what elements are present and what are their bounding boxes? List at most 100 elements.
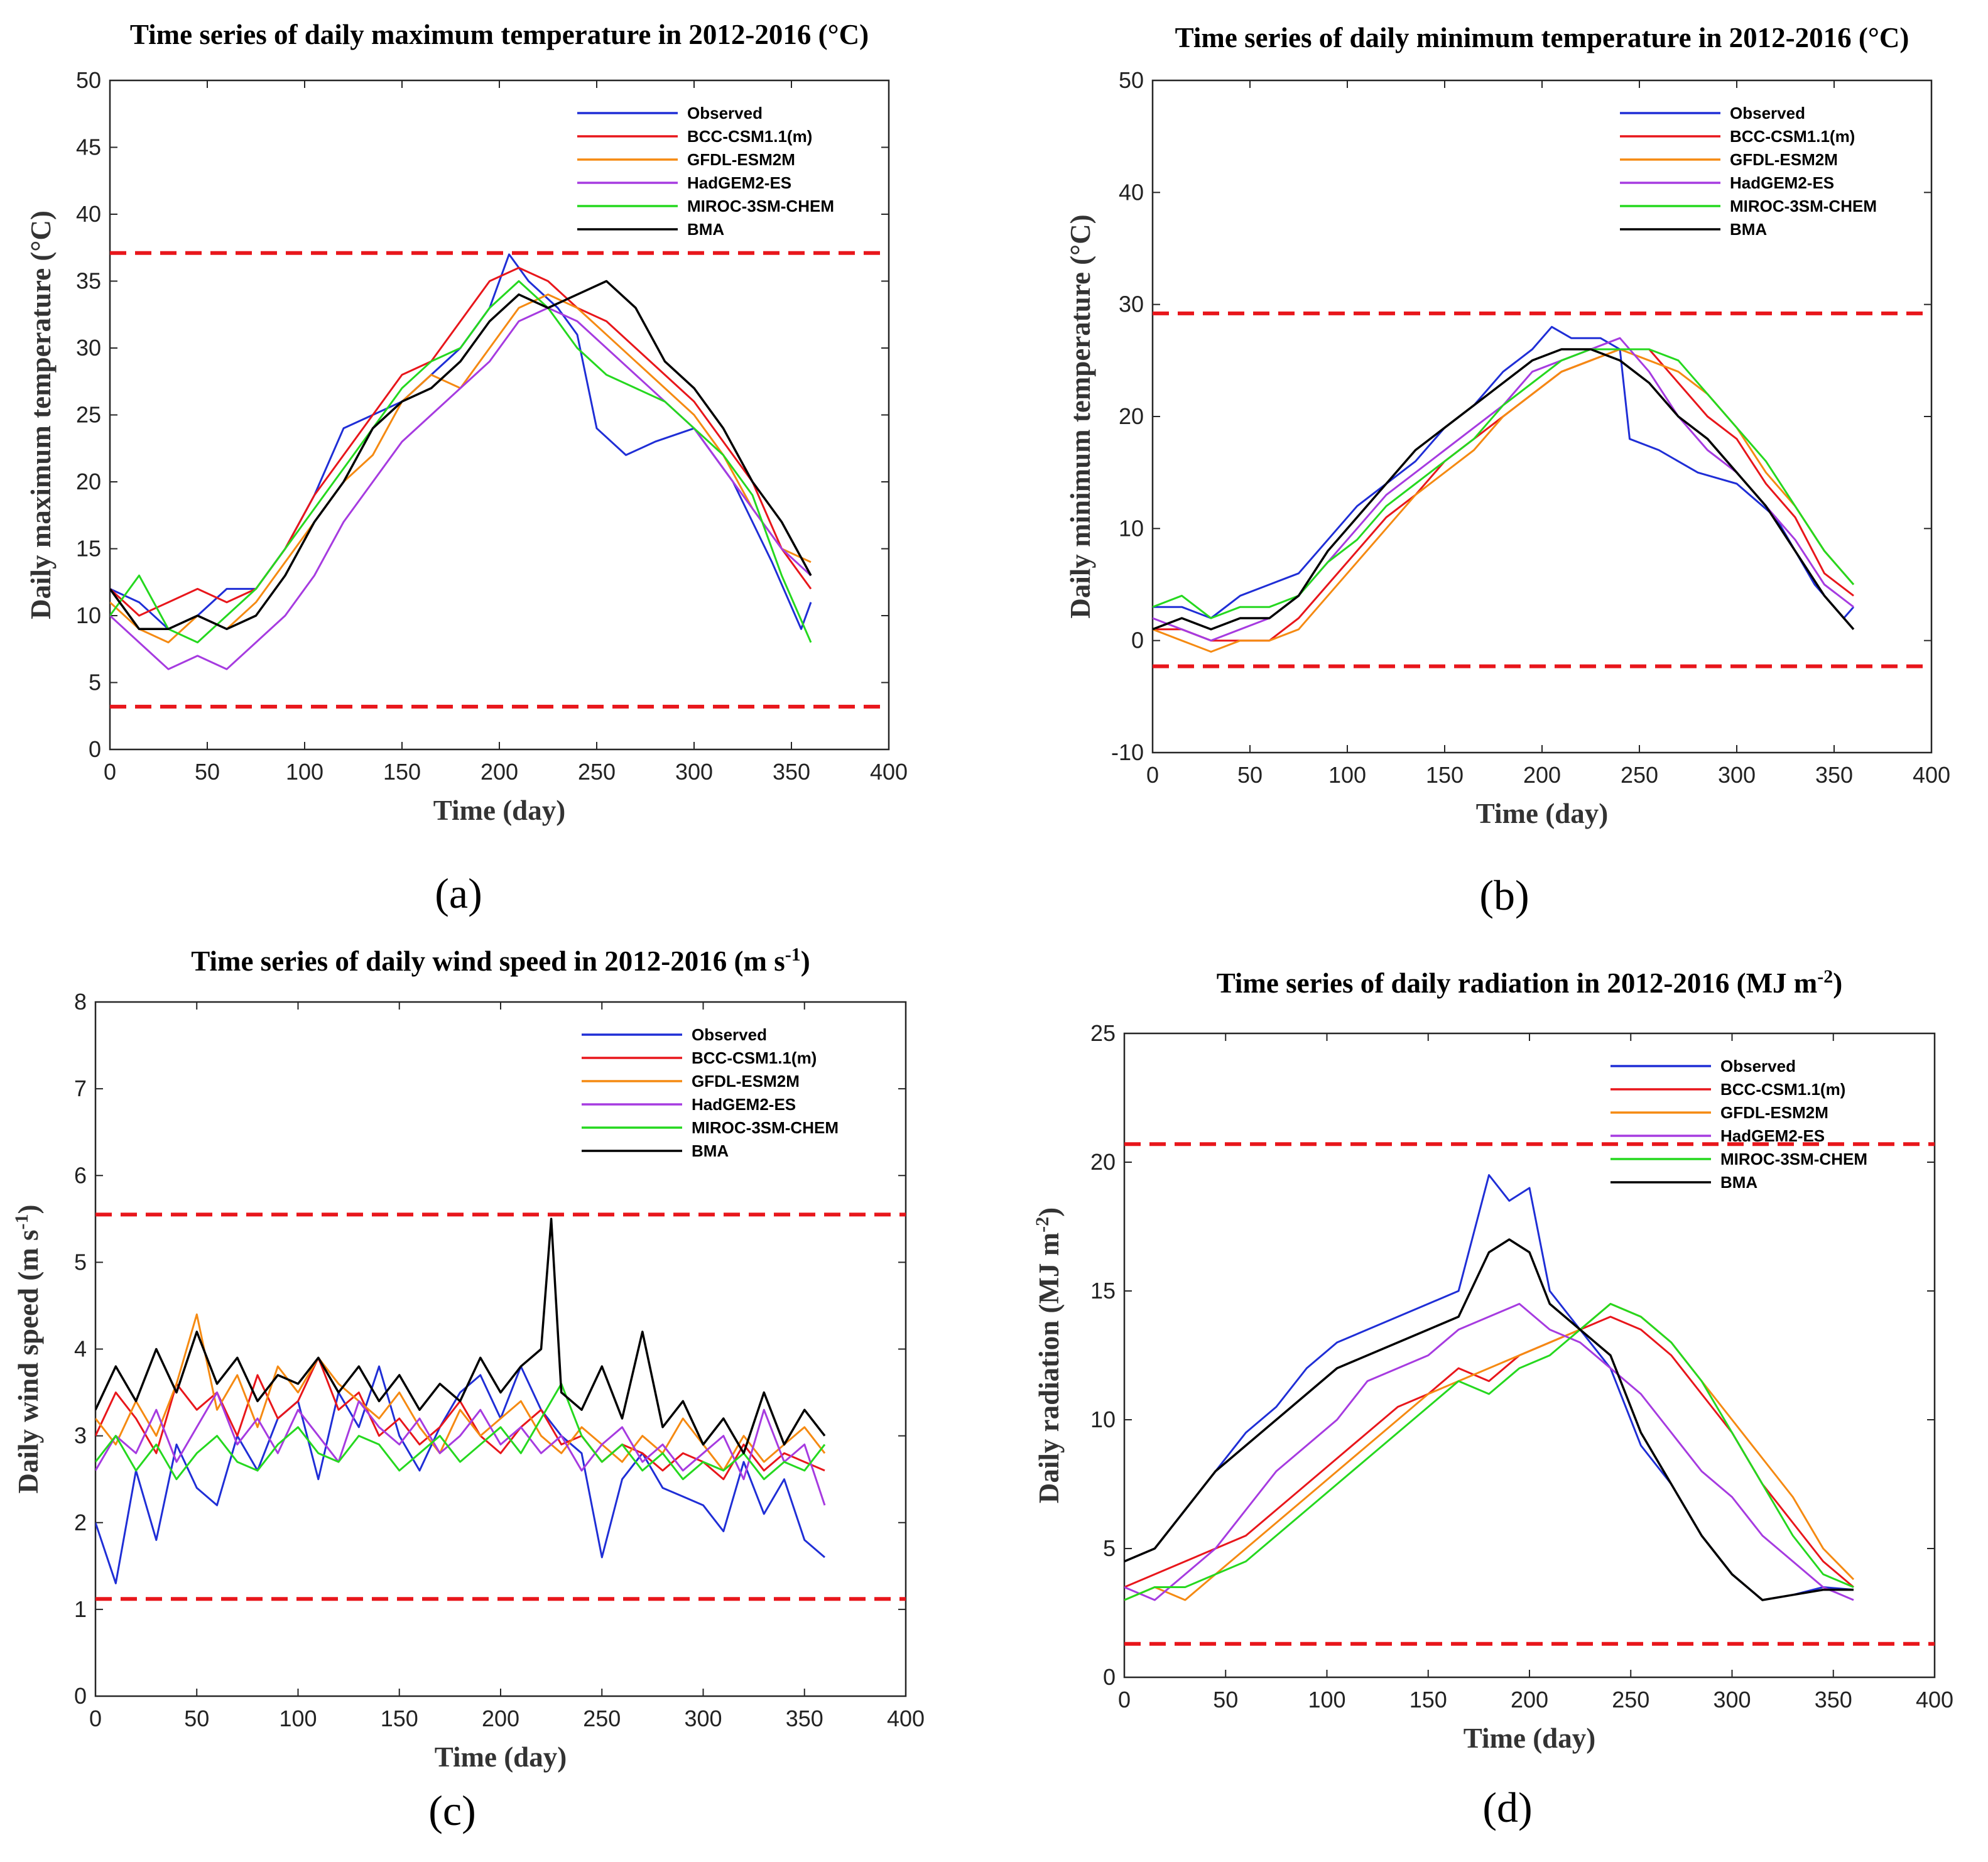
legend-label-bcc-csm1-1-m: BCC-CSM1.1(m) — [687, 127, 812, 146]
y-tick-label: 10 — [1119, 515, 1144, 541]
y-tick-label: 35 — [76, 268, 101, 294]
chart-title: Time series of daily minimum temperature… — [1175, 22, 1909, 53]
y-axis-label: Daily maximum temperature (°C) — [25, 210, 57, 619]
y-tick-label: 50 — [76, 67, 101, 93]
chart-title: Time series of daily radiation in 2012-2… — [1217, 966, 1843, 999]
chart-panel-b: Time series of daily minimum temperature… — [1065, 22, 1950, 919]
x-tick-label: 0 — [89, 1706, 102, 1731]
x-tick-label: 300 — [675, 759, 713, 785]
series-lines — [95, 1217, 826, 1584]
panel-label: (d) — [1482, 1783, 1532, 1831]
x-tick-label: 300 — [1718, 762, 1756, 788]
x-tick-label: 400 — [870, 759, 908, 785]
x-axis-label: Time (day) — [1464, 1723, 1595, 1754]
x-tick-label: 400 — [1913, 762, 1950, 788]
y-tick-label: 7 — [74, 1075, 87, 1101]
y-tick-label: 10 — [1090, 1407, 1116, 1432]
legend-label-hadgem2-es: HadGEM2-ES — [692, 1095, 796, 1114]
x-tick-label: 350 — [1815, 1687, 1852, 1712]
legend-label-gfdl-esm2m: GFDL-ESM2M — [1730, 150, 1838, 169]
series-lines — [110, 253, 812, 670]
series-line-gfdl-esm2m — [1124, 1303, 1855, 1601]
y-tick-label: 40 — [76, 201, 101, 227]
series-lines — [1124, 1174, 1855, 1601]
y-axis-label: Daily minimum temperature (°C) — [1065, 214, 1096, 618]
series-line-miroc-3sm-chem — [95, 1383, 826, 1481]
plot-area — [109, 79, 890, 751]
x-axis-label: Time (day) — [1476, 798, 1608, 829]
chart-title: Time series of daily maximum temperature… — [130, 19, 869, 50]
legend-label-bcc-csm1-1-m: BCC-CSM1.1(m) — [1720, 1080, 1845, 1099]
x-tick-label: 300 — [1713, 1687, 1751, 1712]
chart-title: Time series of daily wind speed in 2012-… — [191, 944, 810, 977]
x-tick-label: 150 — [381, 1706, 418, 1731]
legend-label-miroc-3sm-chem: MIROC-3SM-CHEM — [1720, 1150, 1867, 1168]
legend-label-miroc-3sm-chem: MIROC-3SM-CHEM — [692, 1118, 839, 1137]
panel-label: (b) — [1479, 871, 1529, 919]
chart-panel-c: Time series of daily wind speed in 2012-… — [11, 944, 925, 1835]
y-tick-label: 0 — [1131, 628, 1144, 653]
series-lines — [1153, 325, 1855, 653]
x-tick-label: 200 — [481, 759, 518, 785]
x-tick-label: 350 — [773, 759, 810, 785]
y-tick-label: 15 — [1090, 1278, 1116, 1304]
legend-label-miroc-3sm-chem: MIROC-3SM-CHEM — [687, 197, 834, 215]
y-tick-label: 20 — [1119, 403, 1144, 429]
y-tick-label: 5 — [74, 1249, 87, 1275]
y-tick-label: 8 — [74, 989, 87, 1015]
legend-label-gfdl-esm2m: GFDL-ESM2M — [687, 150, 795, 169]
chart-panel-a: Time series of daily maximum temperature… — [25, 19, 908, 917]
x-tick-label: 100 — [1328, 762, 1366, 788]
x-tick-label: 50 — [184, 1706, 209, 1731]
series-line-bma — [1124, 1238, 1854, 1601]
chart-panel-d: Time series of daily radiation in 2012-2… — [1032, 966, 1954, 1832]
x-tick-label: 0 — [1118, 1687, 1131, 1712]
legend-label-gfdl-esm2m: GFDL-ESM2M — [1720, 1103, 1828, 1122]
y-tick-label: 4 — [74, 1336, 87, 1362]
y-axis-label: Daily wind speed (m s-1) — [11, 1204, 45, 1493]
series-line-bma — [95, 1217, 826, 1455]
panel-label: (a) — [435, 869, 482, 917]
x-tick-label: 350 — [786, 1706, 823, 1731]
series-line-observed — [1153, 325, 1855, 619]
y-tick-label: 30 — [1119, 291, 1144, 317]
panel-label: (c) — [428, 1787, 475, 1834]
x-tick-label: 200 — [482, 1706, 519, 1731]
series-line-miroc-3sm-chem — [1153, 348, 1855, 619]
y-tick-label: -10 — [1111, 739, 1144, 765]
series-line-bcc-csm1-1-m — [110, 266, 812, 617]
legend-label-hadgem2-es: HadGEM2-ES — [1730, 173, 1834, 192]
x-tick-label: 100 — [286, 759, 323, 785]
y-tick-label: 0 — [1103, 1664, 1116, 1690]
legend: Observed BCC-CSM1.1(m) GFDL-ESM2M HadGEM2-E… — [582, 1025, 839, 1160]
x-tick-label: 50 — [1237, 762, 1263, 788]
legend-label-observed: Observed — [1730, 104, 1805, 122]
x-tick-label: 50 — [195, 759, 220, 785]
y-tick-label: 25 — [76, 402, 101, 428]
y-tick-label: 2 — [74, 1510, 87, 1535]
legend-label-hadgem2-es: HadGEM2-ES — [1720, 1126, 1825, 1145]
legend-label-observed: Observed — [687, 104, 763, 122]
legend-label-hadgem2-es: HadGEM2-ES — [687, 173, 791, 192]
x-tick-label: 100 — [279, 1706, 317, 1731]
series-line-miroc-3sm-chem — [110, 280, 812, 644]
x-axis-label: Time (day) — [435, 1741, 567, 1773]
x-tick-label: 250 — [1621, 762, 1658, 788]
legend-label-bma: BMA — [687, 220, 724, 239]
x-tick-label: 400 — [1916, 1687, 1953, 1712]
plot-area — [94, 1001, 907, 1697]
x-axis-label: Time (day) — [433, 795, 565, 826]
x-tick-label: 200 — [1511, 1687, 1548, 1712]
x-tick-label: 350 — [1815, 762, 1853, 788]
legend-label-miroc-3sm-chem: MIROC-3SM-CHEM — [1730, 197, 1877, 215]
legend-label-bma: BMA — [692, 1141, 729, 1160]
legend-label-observed: Observed — [692, 1025, 767, 1044]
y-tick-label: 30 — [76, 335, 101, 361]
y-tick-label: 0 — [74, 1683, 87, 1709]
y-tick-label: 0 — [89, 736, 101, 762]
y-tick-label: 5 — [1103, 1535, 1116, 1561]
y-tick-label: 10 — [76, 602, 101, 628]
x-tick-label: 0 — [104, 759, 116, 785]
series-line-hadgem2-es — [1124, 1303, 1854, 1601]
y-tick-label: 20 — [76, 469, 101, 494]
